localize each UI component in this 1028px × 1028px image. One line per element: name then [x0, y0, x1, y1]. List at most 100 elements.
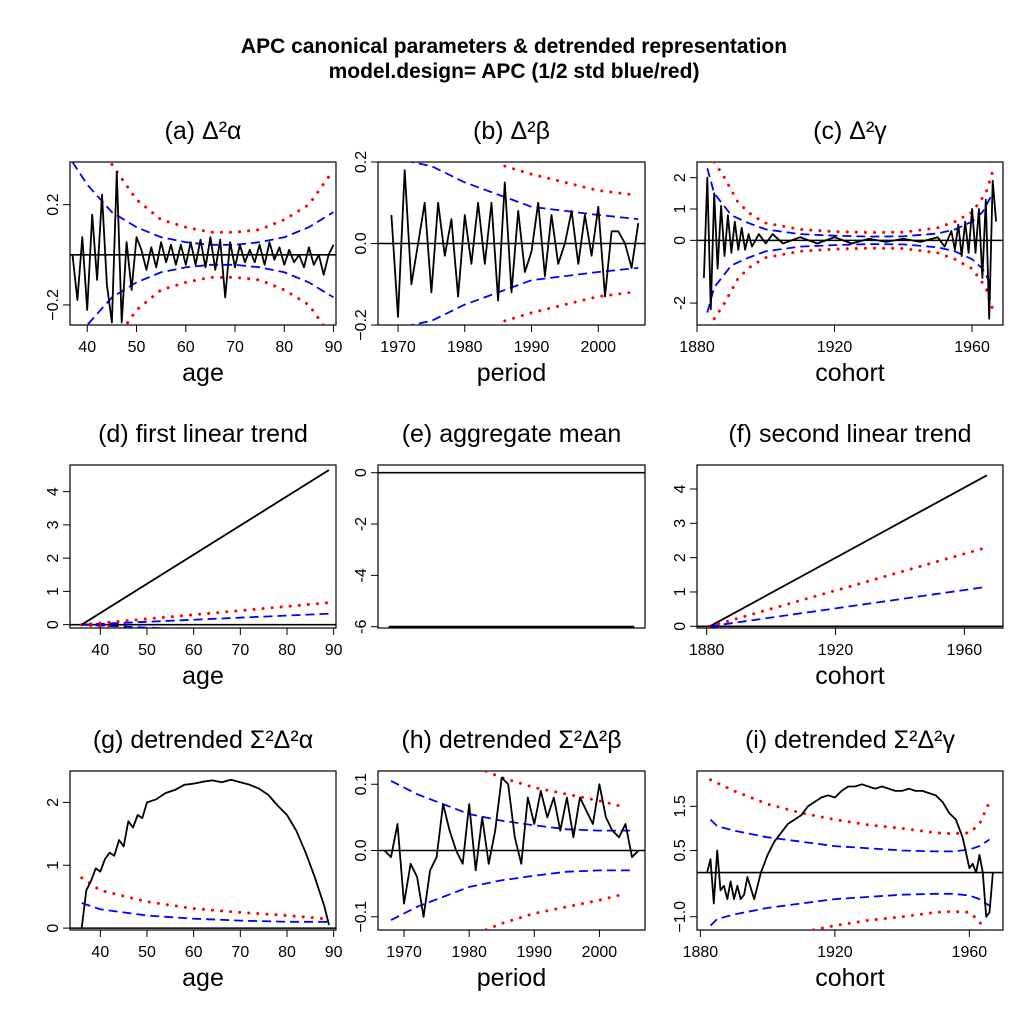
std-band-upper — [80, 601, 331, 627]
x-tick-label: 1970 — [380, 339, 416, 356]
panel-f: (f) second linear trend 1880 1920 1960 0 1 2 3 4… — [672, 420, 1004, 690]
y-tick-label: −0.2 — [353, 309, 370, 341]
x-tick-label: 40 — [91, 642, 109, 659]
x-tick-label: 1970 — [386, 944, 422, 961]
std-band-upper — [708, 545, 989, 628]
x-tick-label: 90 — [325, 339, 343, 356]
std-band-lower — [712, 246, 995, 321]
half-std-band-upper — [709, 818, 990, 853]
panel-h: (h) detrended Σ²Δ²β 1970 1980 1990 2000 −0.1 0… — [353, 726, 646, 992]
y-tick-label: 0 — [45, 924, 62, 933]
x-tick-label: 1990 — [516, 944, 552, 961]
y-tick-label: -2 — [672, 296, 689, 310]
x-tick-label: 60 — [177, 339, 195, 356]
estimate-line — [703, 176, 997, 320]
y-tick-label: 4 — [45, 487, 62, 496]
panel-a: (a) Δ²α 40 50 60 70 80 90 −0.2 0.2 age — [45, 117, 343, 387]
panel-title-label: (b) — [473, 117, 511, 145]
panel-title-label: (i) — [745, 726, 774, 754]
panel-title: (g) detrended Σ²Δ²α — [93, 726, 313, 754]
half-std-band-upper — [406, 162, 639, 220]
y-tick-label: -4 — [353, 568, 370, 582]
panel-title: (d) first linear trend — [98, 420, 308, 448]
x-tick-label: 1960 — [947, 642, 983, 659]
estimate-line — [709, 474, 988, 628]
half-std-band-upper — [390, 780, 632, 832]
y-tick-label: 2 — [45, 554, 62, 563]
half-std-band-lower — [81, 623, 177, 628]
x-tick-label: 1920 — [818, 642, 854, 659]
half-std-band-upper — [81, 902, 329, 923]
x-tick-label: 80 — [278, 642, 296, 659]
std-band-lower — [804, 909, 986, 930]
y-tick-label: 1 — [672, 587, 689, 596]
x-tick-label: 60 — [185, 642, 203, 659]
y-tick-label: 2 — [672, 173, 689, 182]
x-tick-label: 40 — [91, 944, 109, 961]
panel-data — [378, 162, 645, 325]
std-band-upper — [712, 162, 995, 235]
x-axis-label: age — [182, 662, 224, 690]
y-tick-label: 1 — [672, 204, 689, 213]
y-tick-label: 4 — [672, 484, 689, 493]
std-band-upper — [110, 163, 331, 234]
x-tick-label: 80 — [275, 339, 293, 356]
y-tick-label: 0 — [672, 236, 689, 245]
y-tick-label: 2 — [672, 553, 689, 562]
std-band-lower — [503, 290, 634, 323]
x-tick-label: 1880 — [683, 944, 719, 961]
x-tick-label: 2000 — [580, 339, 616, 356]
x-tick-label: 50 — [138, 642, 156, 659]
y-tick-label: −1.0 — [672, 901, 689, 933]
panel-d: (d) first linear trend 40 50 60 70 80 90 0 1 2 3 4 a… — [45, 420, 343, 690]
x-tick-label: 1980 — [447, 339, 483, 356]
panel-title-label: (a) — [165, 117, 203, 145]
x-tick-label: 1960 — [954, 339, 990, 356]
panel-title: (c) Δ²γ — [813, 117, 887, 145]
panel-data — [697, 474, 1003, 628]
half-std-band-lower — [86, 263, 334, 325]
panel-title-label: (g) — [93, 726, 131, 754]
panel-g: (g) detrended Σ²Δ²α 40 50 60 70 80 90 0 1 2 age — [45, 726, 343, 992]
panel-data — [70, 469, 336, 628]
y-tick-label: −0.1 — [353, 901, 370, 933]
panel-title: (h) detrended Σ²Δ²β — [401, 726, 621, 754]
y-tick-label: 1 — [45, 861, 62, 870]
x-axis-label: period — [477, 359, 547, 387]
panel-b: (b) Δ²β 1970 1980 1990 2000 −0.2 0.0 0.2 period — [353, 117, 646, 387]
x-tick-label: 1880 — [679, 339, 715, 356]
panel-title-label: (c) — [813, 117, 849, 145]
panel-i: (i) detrended Σ²Δ²γ 1880 1920 1960 −1.0 0.5 1.… — [672, 726, 1004, 992]
half-std-band-lower — [709, 892, 990, 927]
plot-frame — [69, 464, 337, 629]
y-tick-label: 0.2 — [45, 193, 62, 215]
x-axis-label: age — [182, 964, 224, 992]
y-tick-label: 0 — [45, 620, 62, 629]
panel-data — [70, 162, 336, 325]
std-band-upper — [709, 778, 991, 836]
estimate-line — [383, 776, 640, 918]
y-tick-label: 0.2 — [353, 151, 370, 173]
y-tick-label: 3 — [672, 519, 689, 528]
panel-data — [70, 778, 336, 929]
estimate-line — [80, 778, 330, 929]
y-tick-label: 0.1 — [353, 773, 370, 795]
y-tick-label: -6 — [353, 620, 370, 634]
x-axis-label: period — [477, 964, 547, 992]
panel-title-text: Δ²γ — [849, 117, 887, 145]
x-tick-label: 70 — [231, 642, 249, 659]
half-std-band-upper — [71, 162, 334, 246]
y-tick-label: 0.5 — [672, 839, 689, 861]
y-tick-label: 0.0 — [353, 232, 370, 254]
x-axis-label: age — [182, 359, 224, 387]
x-tick-label: 90 — [325, 642, 343, 659]
panel-title-label: (e) — [402, 420, 440, 448]
panel-title-text: aggregate mean — [439, 420, 621, 448]
x-tick-label: 1880 — [689, 642, 725, 659]
panel-title: (e) aggregate mean — [402, 420, 622, 448]
x-tick-label: 80 — [278, 944, 296, 961]
std-band-upper — [503, 164, 634, 197]
y-tick-label: 1.5 — [672, 795, 689, 817]
y-tick-label: 1 — [45, 587, 62, 596]
